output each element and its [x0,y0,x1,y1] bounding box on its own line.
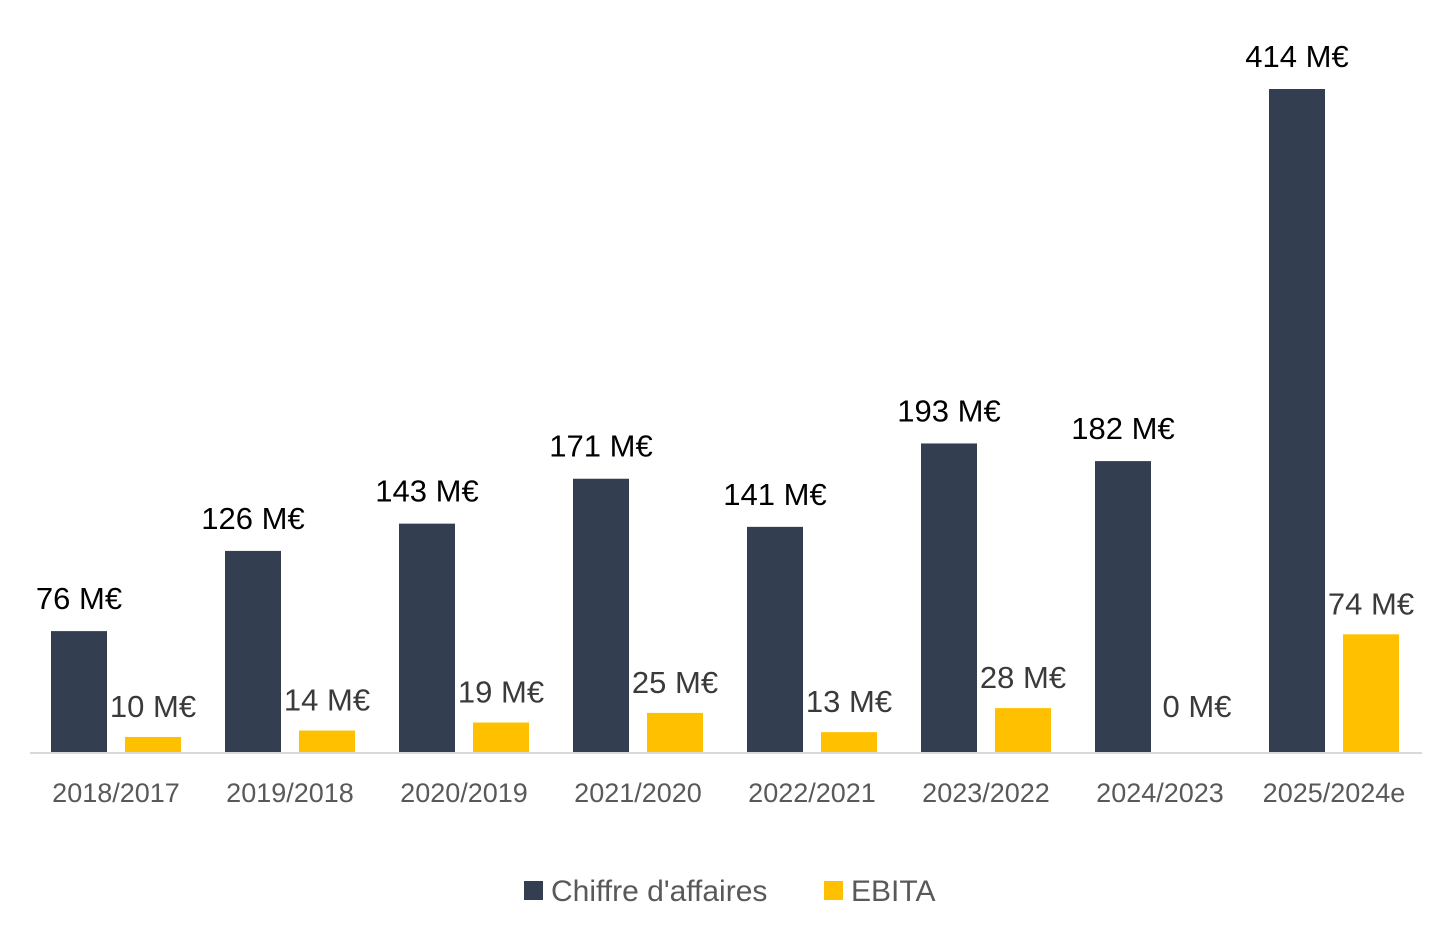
bar-ebita-2018-2017 [125,736,181,753]
data-label-chiffre-d-affaires-2021-2020: 171 M€ [549,429,652,464]
data-label-ebita-2024-2023: 0 M€ [1163,689,1232,724]
bar-ebita-2021-2020 [647,712,703,753]
bar-chiffre-d-affaires-2018-2017 [51,631,107,753]
legend: Chiffre d'affaires EBITA [524,875,935,908]
x-tick-label-2025-2024e: 2025/2024e [1263,778,1406,808]
data-label-ebita-2022-2021: 13 M€ [806,684,892,719]
bar-ebita-2023-2022 [995,708,1051,753]
data-label-chiffre-d-affaires-2024-2023: 182 M€ [1071,411,1174,446]
bar-chiffre-d-affaires-2022-2021 [747,526,803,753]
x-tick-label-2023-2022: 2023/2022 [922,778,1050,808]
legend-label-chiffre-affaires: Chiffre d'affaires [551,875,767,908]
data-label-chiffre-d-affaires-2025-2024e: 414 M€ [1245,39,1348,74]
x-tick-label-2021-2020: 2021/2020 [574,778,702,808]
bar-chiffre-d-affaires-2024-2023 [1095,461,1151,753]
data-label-ebita-2023-2022: 28 M€ [980,660,1066,695]
data-label-chiffre-d-affaires-2019-2018: 126 M€ [201,501,304,536]
x-tick-label-2022-2021: 2022/2021 [748,778,876,808]
data-label-chiffre-d-affaires-2018-2017: 76 M€ [36,581,122,616]
bar-ebita-2019-2018 [299,730,355,753]
x-axis-ticks: 2018/2017 2019/2018 2020/2019 2021/2020 2022… [52,778,1405,808]
legend-swatch-chiffre-affaires [524,881,543,900]
x-tick-label-2024-2023: 2024/2023 [1096,778,1224,808]
legend-label-ebita: EBITA [851,875,935,908]
bar-ebita-2022-2021 [821,732,877,753]
x-tick-label-2019-2018: 2019/2018 [226,778,354,808]
data-label-chiffre-d-affaires-2022-2021: 141 M€ [723,477,826,512]
data-label-ebita-2021-2020: 25 M€ [632,665,718,700]
data-label-ebita-2020-2019: 19 M€ [458,675,544,710]
bars-layer [51,89,1399,753]
legend-swatch-ebita [824,881,843,900]
bar-chiffre-d-affaires-2025-2024e [1269,89,1325,753]
x-tick-label-2018-2017: 2018/2017 [52,778,180,808]
bar-chiffre-d-affaires-2023-2022 [921,443,977,753]
bar-chiffre-d-affaires-2020-2019 [399,523,455,753]
data-label-ebita-2019-2018: 14 M€ [284,683,370,718]
labels-layer: 76 M€ 10 M€ 126 M€ 14 M€ 143 M€ 19 M€ 171 M€ 25… [36,39,1414,724]
bar-chiffre-d-affaires-2021-2020 [573,478,629,753]
bar-chiffre-d-affaires-2019-2018 [225,550,281,753]
x-tick-label-2020-2019: 2020/2019 [400,778,528,808]
bar-ebita-2025-2024e [1343,634,1399,753]
bar-ebita-2020-2019 [473,722,529,753]
data-label-ebita-2018-2017: 10 M€ [110,689,196,724]
data-label-ebita-2025-2024e: 74 M€ [1328,586,1414,621]
data-label-chiffre-d-affaires-2020-2019: 143 M€ [375,474,478,509]
data-label-chiffre-d-affaires-2023-2022: 193 M€ [897,393,1000,428]
